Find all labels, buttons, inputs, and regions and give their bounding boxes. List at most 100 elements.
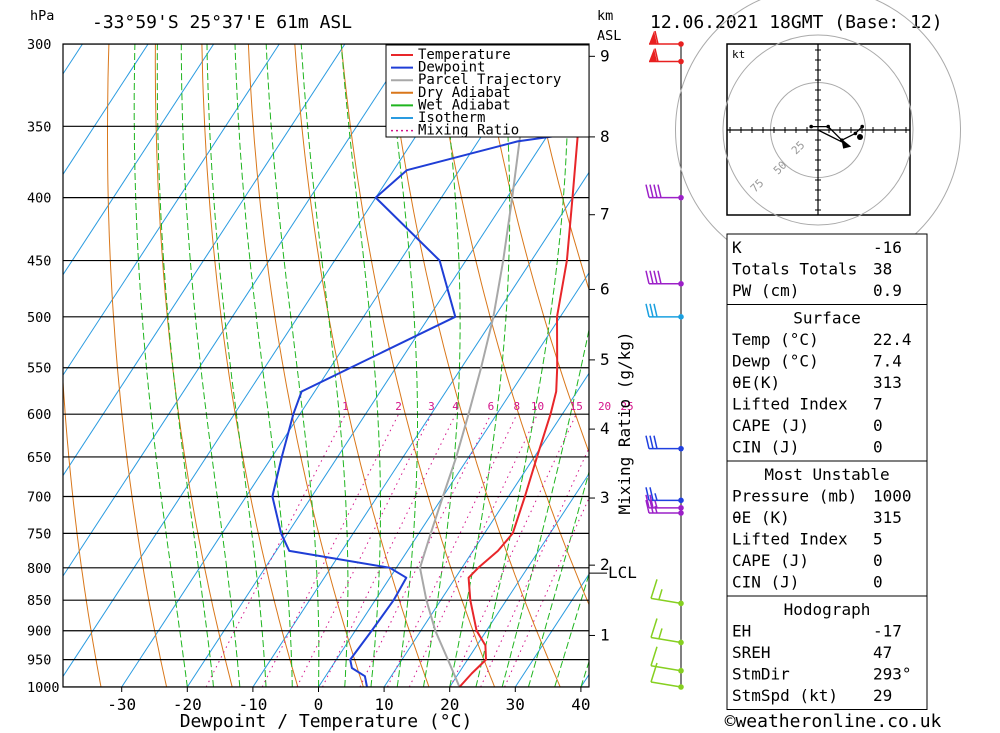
wind-barb	[650, 646, 684, 674]
mixing-ratio-value-label: 3	[428, 400, 435, 413]
asl-label: ASL	[597, 28, 621, 44]
dry-adiabat-line	[946, 44, 1000, 687]
wind-barb	[645, 435, 684, 452]
wet-adiabat-line	[180, 44, 241, 687]
indices-value: 7	[873, 395, 883, 414]
indices-value: 0.9	[873, 281, 902, 300]
dry-adiabat-line	[294, 44, 430, 687]
km-tick-label: 5	[600, 350, 610, 369]
indices-value: -16	[873, 238, 902, 257]
barb-dot	[678, 667, 684, 674]
barb-line	[654, 30, 659, 45]
indices-key: CIN (J)	[732, 573, 799, 592]
barb-line	[653, 435, 658, 449]
temp-tick-label: -10	[238, 695, 267, 714]
mixing-ratio-value-label: 25	[620, 400, 633, 413]
barb-dot	[678, 194, 684, 201]
isotherm-line	[383, 372, 589, 687]
barb-dot	[678, 684, 684, 690]
pressure-tick-label: 300	[27, 37, 51, 53]
barb-line	[645, 487, 650, 501]
barb-line	[645, 303, 650, 317]
temp-tick-label: 40	[571, 695, 590, 714]
indices-section	[726, 460, 928, 597]
wet-adiabat-line	[234, 44, 293, 687]
indices-key: CAPE (J)	[732, 551, 809, 570]
barb-dot	[678, 41, 684, 47]
barb-line	[649, 270, 654, 284]
wind-barb	[650, 579, 684, 607]
indices-value: 0	[873, 551, 883, 570]
indices-key: Lifted Index	[732, 530, 848, 549]
barb-line	[649, 499, 654, 514]
legend-label: Dewpoint	[418, 60, 485, 76]
barb-line	[653, 270, 658, 284]
legend-box	[385, 44, 590, 138]
hpa-unit-label: hPa	[30, 8, 54, 24]
indices-value: 1000	[873, 487, 912, 506]
isotherm-line	[318, 271, 589, 687]
mixing-ratio-value-label: 2	[395, 400, 402, 413]
pressure-tick-label: 800	[27, 561, 51, 577]
temp-tick-label: -20	[173, 695, 202, 714]
mixing-ratio-value-label: 10	[531, 400, 544, 413]
indices-value: 22.4	[873, 330, 912, 349]
pressure-tick-label: 600	[27, 407, 51, 423]
barb-dot	[678, 58, 684, 65]
legend-label: Isotherm	[418, 110, 485, 126]
indices-value: 293°	[873, 665, 912, 684]
km-tick-label: 4	[600, 419, 610, 438]
hodograph-point	[826, 124, 830, 129]
axes: 3003504004505005506006507007508008509009…	[27, 37, 637, 714]
series-parcel-trajectory	[419, 44, 533, 687]
barb-half	[658, 628, 663, 639]
barb-line	[649, 487, 654, 501]
km-tick-label: 6	[600, 279, 610, 298]
wind-barb	[645, 270, 684, 287]
barb-line	[657, 270, 662, 284]
wind-barb	[645, 487, 684, 504]
mixing-ratio-value-label: 1	[342, 400, 349, 413]
barb-line	[649, 435, 654, 449]
wind-barb	[649, 30, 684, 47]
wind-barb	[650, 618, 684, 646]
indices-section-title: Surface	[793, 309, 860, 328]
indices-value: 0	[873, 416, 883, 435]
series-dewpoint	[271, 130, 589, 687]
km-tick-label: 2	[600, 555, 610, 574]
mixing-ratio-value-label: 15	[570, 400, 583, 413]
isotherm-line	[63, 44, 477, 678]
indices-value: 0	[873, 438, 883, 457]
pressure-tick-label: 1000	[27, 680, 60, 696]
barb-line	[650, 662, 658, 683]
km-tick-label: 9	[600, 46, 610, 65]
indices-section-title: Most Unstable	[764, 465, 889, 484]
wet-adiabat-line	[265, 44, 320, 687]
barb-dot	[678, 280, 684, 287]
barb-half	[654, 505, 658, 514]
hodograph-point	[853, 131, 858, 136]
legend-label: Mixing Ratio	[418, 123, 519, 139]
barb-dot	[678, 505, 684, 511]
wind-barb	[650, 662, 684, 690]
isotherm-line	[63, 44, 280, 377]
barb-half	[654, 500, 658, 509]
wind-barb	[645, 184, 684, 201]
datetime-label: 12.06.2021 18GMT (Base: 12)	[650, 12, 943, 33]
temp-tick-label: 20	[440, 695, 459, 714]
barb-line	[645, 184, 650, 198]
pressure-tick-label: 750	[27, 526, 51, 542]
barb-line	[645, 499, 650, 514]
wet-adiabat-line	[527, 470, 589, 687]
barb-line	[645, 494, 650, 509]
barb-shaft	[650, 636, 682, 644]
dry-adiabat-line	[992, 44, 1000, 687]
barb-half	[654, 493, 658, 501]
barb-line	[650, 579, 658, 599]
dry-adiabat-line	[340, 44, 496, 687]
mixing-ratio-line	[205, 413, 346, 687]
hodograph-end-dot	[857, 134, 863, 140]
indices-key: SREH	[732, 643, 771, 662]
